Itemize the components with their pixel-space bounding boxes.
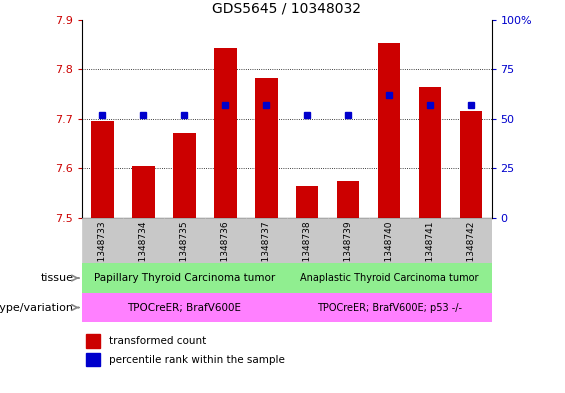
Bar bbox=[287, 218, 328, 263]
Bar bbox=[369, 218, 410, 263]
Bar bbox=[287, 263, 492, 293]
Text: Anaplastic Thyroid Carcinoma tumor: Anaplastic Thyroid Carcinoma tumor bbox=[300, 273, 479, 283]
Bar bbox=[328, 218, 369, 263]
Bar bbox=[214, 48, 237, 218]
Text: GSM1348736: GSM1348736 bbox=[221, 220, 230, 281]
Text: GSM1348733: GSM1348733 bbox=[98, 220, 107, 281]
Text: GSM1348734: GSM1348734 bbox=[139, 220, 148, 281]
Bar bbox=[419, 87, 441, 218]
Text: GSM1348741: GSM1348741 bbox=[425, 220, 434, 281]
Bar bbox=[123, 218, 164, 263]
Bar bbox=[460, 112, 483, 218]
Bar bbox=[173, 133, 195, 218]
Bar bbox=[86, 353, 101, 366]
Bar bbox=[86, 334, 101, 348]
Text: tissue: tissue bbox=[41, 273, 73, 283]
Bar bbox=[82, 293, 287, 322]
Bar bbox=[164, 218, 205, 263]
Text: transformed count: transformed count bbox=[108, 336, 206, 346]
Text: GSM1348735: GSM1348735 bbox=[180, 220, 189, 281]
Bar bbox=[378, 44, 401, 218]
Bar bbox=[82, 218, 123, 263]
Bar bbox=[296, 186, 319, 218]
Text: GSM1348737: GSM1348737 bbox=[262, 220, 271, 281]
Bar bbox=[410, 218, 451, 263]
Bar bbox=[337, 182, 359, 218]
Text: TPOCreER; BrafV600E; p53 -/-: TPOCreER; BrafV600E; p53 -/- bbox=[316, 303, 462, 312]
Bar bbox=[287, 293, 492, 322]
Text: GSM1348740: GSM1348740 bbox=[385, 220, 394, 281]
Bar bbox=[205, 218, 246, 263]
Text: genotype/variation: genotype/variation bbox=[0, 303, 73, 312]
Text: GSM1348738: GSM1348738 bbox=[303, 220, 312, 281]
Bar bbox=[255, 78, 277, 218]
Text: GSM1348739: GSM1348739 bbox=[344, 220, 353, 281]
Text: TPOCreER; BrafV600E: TPOCreER; BrafV600E bbox=[127, 303, 241, 312]
Text: Papillary Thyroid Carcinoma tumor: Papillary Thyroid Carcinoma tumor bbox=[94, 273, 275, 283]
Text: GSM1348742: GSM1348742 bbox=[467, 220, 476, 281]
Bar bbox=[82, 263, 287, 293]
Text: percentile rank within the sample: percentile rank within the sample bbox=[108, 354, 284, 365]
Bar bbox=[91, 121, 114, 218]
Bar bbox=[132, 166, 155, 218]
Bar bbox=[451, 218, 492, 263]
Title: GDS5645 / 10348032: GDS5645 / 10348032 bbox=[212, 2, 361, 16]
Bar bbox=[246, 218, 287, 263]
